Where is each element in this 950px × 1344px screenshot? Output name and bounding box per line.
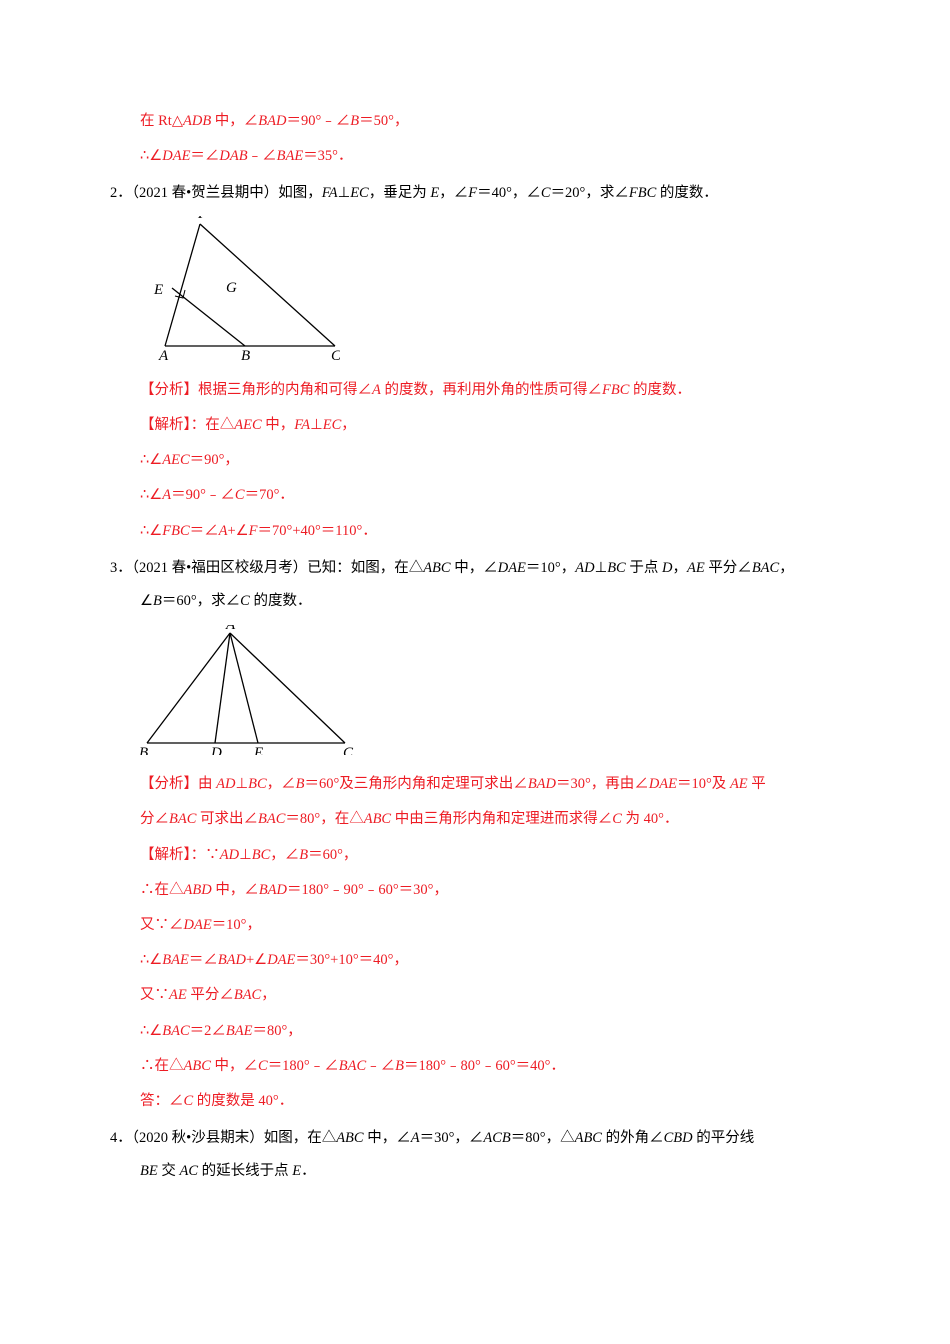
text-line: ∴在△ABC 中，∠C＝180°﹣∠BAC﹣∠B＝180°﹣80°﹣60°＝40… xyxy=(110,1055,870,1078)
diagram-wrapper: A B C E F G xyxy=(140,216,870,369)
svg-text:E: E xyxy=(253,745,263,755)
text-line: ∴∠BAC＝2∠BAE＝80°， xyxy=(110,1020,870,1043)
svg-text:E: E xyxy=(153,282,163,298)
text-line: 在 Rt△ADB 中，∠BAD＝90°﹣∠B＝50°， xyxy=(110,110,870,133)
text-line: 答：∠C 的度数是 40°． xyxy=(110,1090,870,1113)
geometry-diagram: A B C E F G xyxy=(140,216,340,361)
text-line: 4．（2020 秋•沙县期末）如图，在△ABC 中，∠A＝30°，∠ACB＝80… xyxy=(110,1127,870,1150)
svg-text:C: C xyxy=(331,348,340,361)
text-line: ∴∠AEC＝90°， xyxy=(110,449,870,472)
text-line: 又∵AE 平分∠BAC， xyxy=(110,984,870,1007)
text-line: ∴∠BAE＝∠BAD+∠DAE＝30°+10°＝40°， xyxy=(110,949,870,972)
text-line: 【分析】根据三角形的内角和可得∠A 的度数，再利用外角的性质可得∠FBC 的度数… xyxy=(110,379,870,402)
text-line: 又∵∠DAE＝10°， xyxy=(110,914,870,937)
text-line: ∴∠DAE＝∠DAB﹣∠BAE＝35°． xyxy=(110,145,870,168)
svg-text:G: G xyxy=(226,280,237,296)
svg-text:D: D xyxy=(210,745,222,755)
text-line: ∴∠A＝90°﹣∠C＝70°． xyxy=(110,484,870,507)
svg-text:A: A xyxy=(158,348,169,361)
text-line: 【分析】由 AD⊥BC，∠B＝60°及三角形内角和定理可求出∠BAD＝30°，再… xyxy=(110,773,870,796)
diagram-wrapper: A B C D E xyxy=(140,625,870,763)
document-page: 在 Rt△ADB 中，∠BAD＝90°﹣∠B＝50°， ∴∠DAE＝∠DAB﹣∠B… xyxy=(0,0,950,1236)
geometry-diagram: A B C D E xyxy=(140,625,355,755)
svg-text:F: F xyxy=(197,216,208,222)
text-line: BE 交 AC 的延长线于点 E． xyxy=(110,1160,870,1183)
svg-text:B: B xyxy=(140,745,148,755)
svg-text:A: A xyxy=(225,625,236,633)
text-line: ∠B＝60°，求∠C 的度数． xyxy=(110,590,870,613)
text-line: ∴在△ABD 中，∠BAD＝180°﹣90°﹣60°＝30°， xyxy=(110,879,870,902)
svg-text:B: B xyxy=(241,348,250,361)
text-line: 分∠BAC 可求出∠BAC＝80°，在△ABC 中由三角形内角和定理进而求得∠C… xyxy=(110,808,870,831)
text-line: ∴∠FBC＝∠A+∠F＝70°+40°＝110°． xyxy=(110,520,870,543)
svg-text:C: C xyxy=(343,745,354,755)
text-line: 【解析】：∵AD⊥BC，∠B＝60°， xyxy=(110,844,870,867)
text-line: 3．（2021 春•福田区校级月考）已知：如图，在△ABC 中，∠DAE＝10°… xyxy=(110,557,870,580)
text-line: 【解析】：在△AEC 中，FA⊥EC， xyxy=(110,414,870,437)
text-line: 2．（2021 春•贺兰县期中）如图，FA⊥EC，垂足为 E，∠F＝40°，∠C… xyxy=(110,182,870,205)
